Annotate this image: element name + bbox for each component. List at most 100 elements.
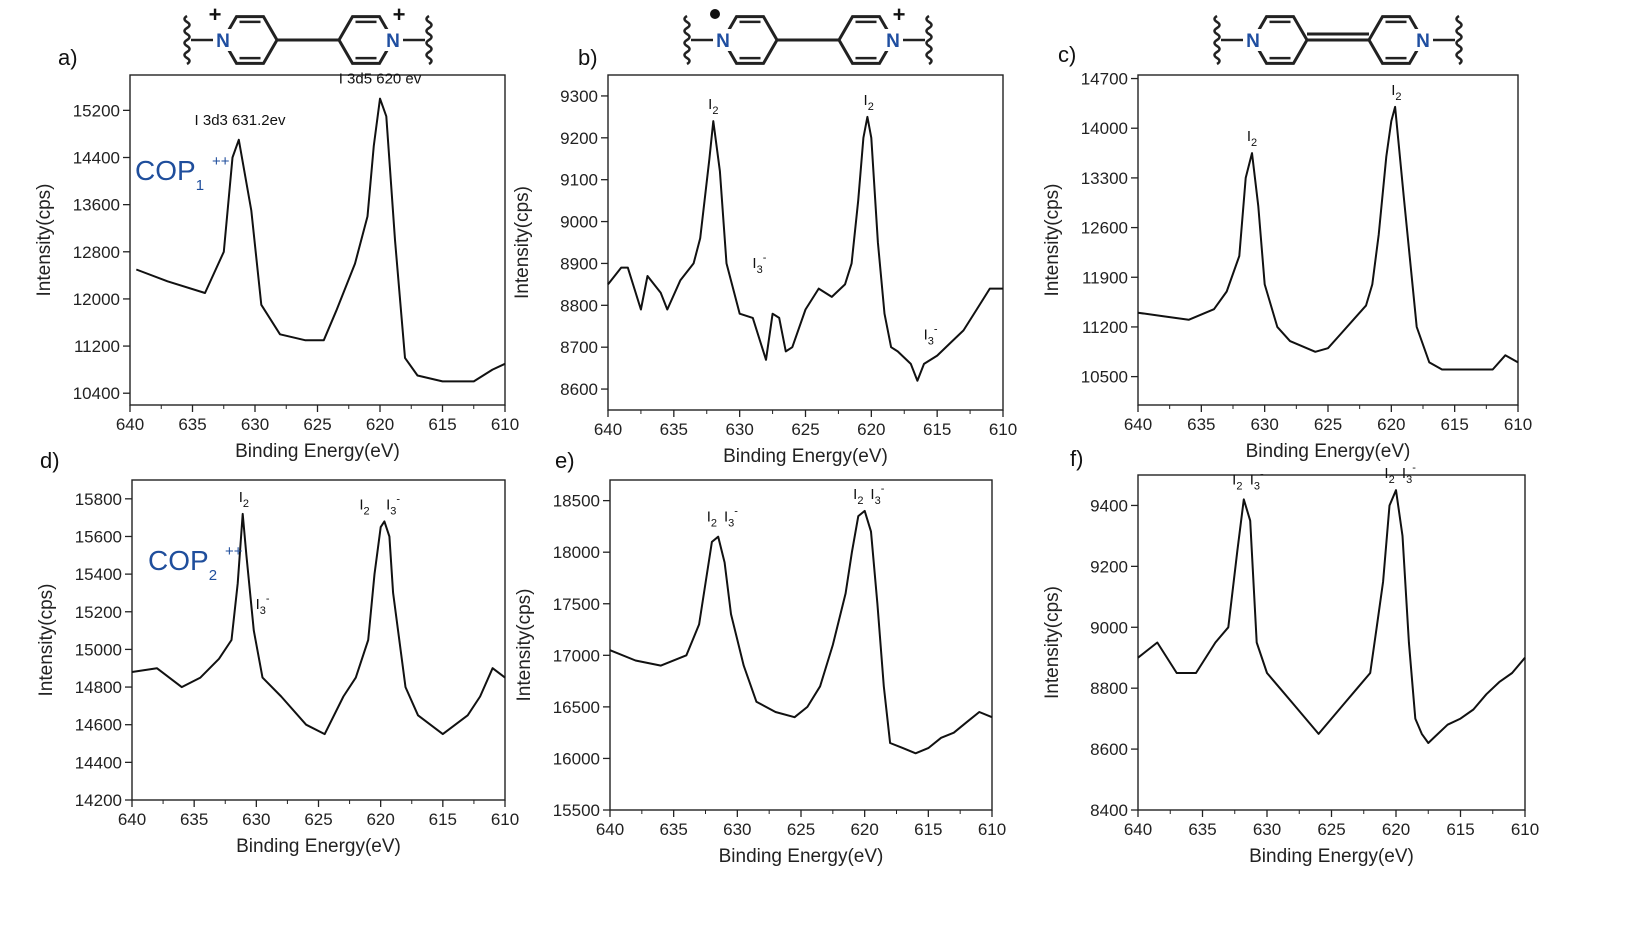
x-tick-label: 615	[428, 415, 456, 434]
y-axis-title: Intensity(cps)	[514, 589, 535, 702]
panel-label: f)	[1070, 446, 1083, 471]
nitrogen-atom: N	[386, 31, 400, 52]
x-axis-title: Binding Energy(eV)	[236, 836, 401, 857]
x-tick-label: 620	[366, 415, 394, 434]
y-axis-title: Intensity(cps)	[34, 184, 55, 297]
peak-label: I3-	[1402, 462, 1416, 486]
n-atom-bg	[1244, 29, 1262, 51]
radical-dot	[710, 9, 720, 19]
nitrogen-atom: N	[886, 31, 900, 52]
spectrum-line	[1137, 489, 1526, 744]
x-axis-title: Binding Energy(eV)	[1249, 846, 1414, 867]
x-tick-label: 610	[978, 820, 1006, 839]
y-tick-label: 12800	[73, 243, 120, 262]
x-axis-title: Binding Energy(eV)	[1246, 441, 1411, 462]
x-tick-label: 635	[178, 415, 206, 434]
spectrum-line	[607, 115, 1003, 382]
y-tick-label: 14600	[75, 716, 122, 735]
plot-frame	[129, 74, 506, 406]
y-tick-label: 11200	[74, 337, 120, 356]
x-tick-label: 630	[241, 415, 269, 434]
y-tick-label: 8800	[560, 296, 598, 315]
peak-label: I2	[1247, 128, 1257, 149]
peak-label: I3-	[924, 323, 938, 347]
x-tick-label: 640	[1124, 820, 1152, 839]
peak-label: I2	[853, 486, 863, 507]
n-atom-bg	[1414, 29, 1432, 51]
nitrogen-atom: N	[716, 31, 730, 52]
plot-frame	[609, 479, 993, 811]
xps-panel-b: b) 640 635 630 625 620 615 610 8600 8700 8800 8900 9…	[512, 45, 1017, 467]
nitrogen-atom: N	[1416, 31, 1430, 52]
y-tick-label: 10400	[73, 384, 120, 403]
x-tick-label: 625	[1317, 820, 1345, 839]
y-tick-label: 8800	[1090, 679, 1128, 698]
x-tick-label: 615	[1440, 415, 1468, 434]
wavy-bond	[1213, 14, 1221, 66]
y-tick-label: 15400	[75, 565, 122, 584]
compound-label: COP2++	[148, 543, 243, 584]
xps-panel-f: f) 640 635 630 625 620 615 610 8400 8600 8800 9000 9…	[1042, 446, 1539, 867]
y-axis-title: Intensity(cps)	[512, 186, 533, 299]
x-tick-label: 635	[180, 810, 208, 829]
peak-label: I3-	[870, 483, 884, 507]
y-tick-label: 14400	[75, 753, 122, 772]
y-tick-label: 8600	[1090, 740, 1128, 759]
y-tick-label: 14800	[75, 678, 122, 697]
x-tick-label: 620	[857, 420, 885, 439]
plot-frame	[1137, 474, 1526, 811]
y-tick-label: 8900	[560, 254, 598, 273]
xps-panel-c: c) 640 635 630 625 620 615 610 10500 11200 11900 12…	[1042, 42, 1532, 462]
peak-label: I3-	[724, 506, 738, 530]
y-tick-label: 13600	[73, 196, 120, 215]
x-tick-label: 630	[1250, 415, 1278, 434]
peak-label: I2	[707, 509, 717, 530]
panel-label: c)	[1058, 42, 1076, 67]
x-tick-label: 640	[1124, 415, 1152, 434]
positive-charge: +	[893, 2, 906, 27]
n-atom-bg	[384, 29, 402, 51]
y-tick-label: 15500	[553, 801, 600, 820]
x-tick-label: 640	[594, 420, 622, 439]
y-tick-label: 16000	[553, 749, 600, 768]
spectrum-line	[609, 509, 993, 755]
wavy-bond	[183, 14, 191, 66]
y-tick-label: 12000	[73, 290, 120, 309]
wavy-bond	[683, 14, 691, 66]
y-tick-label: 18000	[553, 543, 600, 562]
peak-label: I2	[1232, 471, 1242, 492]
y-tick-label: 14700	[1081, 70, 1128, 89]
positive-charge: +	[209, 2, 222, 27]
y-tick-label: 10500	[1081, 368, 1128, 387]
peak-label: I 3d5 620 ev	[339, 71, 422, 88]
x-tick-label: 615	[1446, 820, 1474, 839]
x-tick-label: 625	[787, 820, 815, 839]
peak-label: I2	[239, 489, 249, 510]
y-tick-label: 18500	[553, 492, 600, 511]
x-tick-label: 635	[1187, 415, 1215, 434]
n-atom-bg	[884, 29, 902, 51]
spectrum-line	[1137, 105, 1519, 371]
y-tick-label: 14000	[1081, 119, 1128, 138]
x-tick-label: 635	[1188, 820, 1216, 839]
compound-label: COP1++	[135, 153, 230, 194]
nitrogen-atom: N	[216, 31, 230, 52]
y-tick-label: 9000	[1090, 618, 1128, 637]
x-tick-label: 610	[1511, 820, 1539, 839]
x-tick-label: 610	[491, 415, 519, 434]
peak-label: I2	[359, 496, 369, 517]
peak-label: I3-	[256, 593, 270, 617]
x-tick-label: 630	[242, 810, 270, 829]
bipyridinium-structure: N N + +	[183, 2, 433, 66]
y-tick-label: 16500	[553, 698, 600, 717]
y-tick-label: 9400	[1090, 496, 1128, 515]
spectrum-line	[131, 512, 506, 736]
x-tick-label: 640	[116, 415, 144, 434]
peak-label: I2	[1384, 465, 1394, 486]
x-tick-label: 630	[1253, 820, 1281, 839]
nitrogen-atom: N	[1246, 31, 1260, 52]
y-tick-label: 15800	[75, 490, 122, 509]
peak-label: I2	[864, 92, 874, 113]
y-tick-label: 17000	[553, 646, 600, 665]
